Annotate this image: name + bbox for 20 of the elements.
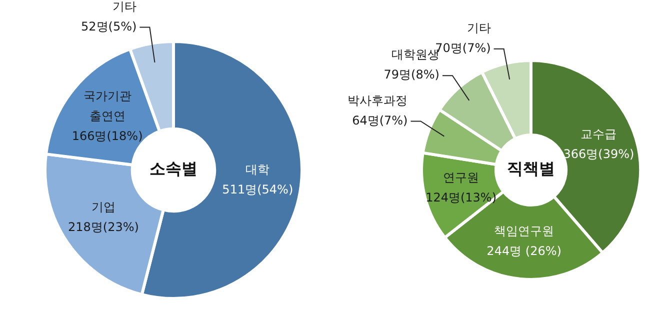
data-label: 79명(8%) bbox=[384, 68, 440, 82]
slice-label: 교수급 bbox=[580, 126, 617, 141]
text: 직책별 bbox=[507, 159, 555, 178]
slice-label: 책임연구원 bbox=[494, 224, 554, 238]
data-label: 366명(39%) bbox=[563, 146, 634, 161]
data-label: 52명(5%) bbox=[81, 19, 137, 34]
slice-label: 국가기관 출연연 bbox=[83, 89, 132, 124]
text: 소속별 bbox=[150, 159, 198, 178]
slice-label: 대학 bbox=[246, 162, 270, 177]
slice-label: 연구원 bbox=[443, 170, 480, 184]
data-label: 218명(23%) bbox=[68, 220, 139, 234]
data-label: 244명 (26%) bbox=[486, 244, 562, 258]
slice-label: 기타 bbox=[112, 0, 137, 14]
data-label: 124명(13%) bbox=[426, 190, 497, 204]
slice-label: 기업 bbox=[91, 200, 116, 214]
data-label: 166명(18%) bbox=[72, 129, 143, 144]
data-label: 64명(7%) bbox=[352, 113, 408, 128]
slice-label: 박사후과정 bbox=[348, 93, 408, 108]
data-label: 511명(54%) bbox=[222, 182, 294, 197]
slice-label: 기타 bbox=[466, 21, 491, 36]
